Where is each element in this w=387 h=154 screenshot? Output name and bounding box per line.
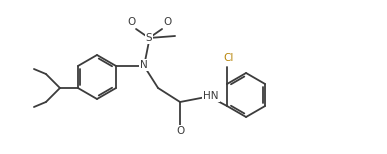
Text: Cl: Cl [224, 53, 234, 63]
Text: O: O [127, 17, 135, 27]
Text: O: O [163, 17, 171, 27]
Text: S: S [146, 33, 152, 43]
Text: N: N [140, 60, 148, 70]
Text: HN: HN [203, 91, 219, 101]
Text: O: O [176, 126, 184, 136]
